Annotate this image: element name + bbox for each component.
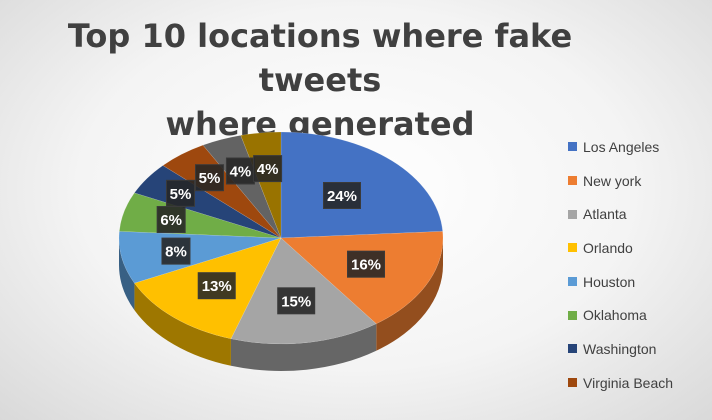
pie-slice-5[interactable]: [118, 231, 282, 284]
legend-item-8[interactable]: Virginia Beach: [568, 366, 708, 400]
legend-swatch: [568, 176, 577, 186]
data-label-text: 13%: [202, 278, 232, 295]
legend-swatch: [568, 344, 577, 354]
data-label-box: [322, 182, 361, 210]
pie-side-2: [376, 238, 443, 351]
data-label-9: 4%: [225, 157, 255, 185]
data-label-5: 8%: [161, 237, 191, 265]
pie-side-4: [134, 283, 231, 366]
data-label-2: 16%: [347, 250, 386, 278]
legend-label: New york: [583, 172, 642, 189]
pie-side-3: [230, 323, 377, 372]
legend-item-6[interactable]: Oklahoma: [568, 298, 708, 332]
legend-label: Orlando: [583, 239, 633, 256]
legend-swatch: [568, 243, 577, 253]
legend-swatch: [568, 142, 577, 152]
pie-slice-1[interactable]: [280, 131, 443, 239]
data-label-text: 16%: [351, 257, 381, 274]
data-label-box: [161, 237, 191, 265]
data-label-text: 5%: [170, 186, 192, 203]
data-label-box: [197, 272, 236, 300]
data-label-box: [156, 206, 186, 234]
data-label-box: [166, 179, 196, 207]
data-label-7: 5%: [166, 179, 196, 207]
data-label-text: 8%: [165, 244, 187, 261]
data-label-text: 15%: [281, 293, 311, 310]
legend-item-7[interactable]: Washington: [568, 332, 708, 366]
chart-legend: Los Angeles New york Atlanta Orlando Houston…: [568, 130, 708, 400]
pie-side-walls: [119, 238, 443, 372]
pie-data-labels: 24% 16% 15% 13% 8% 6% 5% 5% 4% 4%: [156, 155, 386, 315]
legend-item-3[interactable]: Atlanta: [568, 197, 708, 231]
pie-slice-8[interactable]: [162, 144, 282, 239]
data-label-box: [225, 157, 255, 185]
data-label-8: 5%: [195, 164, 225, 192]
data-label-box: [347, 250, 386, 278]
legend-label: Oklahoma: [583, 307, 647, 324]
data-label-box: [195, 164, 225, 192]
data-label-text: 24%: [327, 188, 357, 205]
legend-swatch: [568, 378, 577, 388]
data-label-10: 4%: [253, 155, 283, 183]
data-label-4: 13%: [197, 272, 236, 300]
data-label-6: 6%: [156, 206, 186, 234]
pie-side-5: [119, 238, 135, 311]
data-label-text: 4%: [230, 163, 252, 180]
legend-label: Atlanta: [583, 206, 627, 223]
legend-label: Virginia Beach: [583, 374, 674, 391]
legend-swatch: [568, 209, 577, 219]
legend-item-4[interactable]: Orlando: [568, 231, 708, 265]
legend-label: Los Angeles: [583, 138, 660, 155]
legend-swatch: [568, 277, 577, 287]
chart-title: Top 10 locations where fake tweets where…: [40, 14, 600, 146]
legend-swatch: [568, 310, 577, 320]
data-label-1: 24%: [322, 182, 361, 210]
data-label-text: 5%: [199, 170, 221, 187]
legend-label: Washington: [583, 340, 657, 357]
pie-slice-9[interactable]: [202, 135, 282, 239]
legend-item-1[interactable]: Los Angeles: [568, 130, 708, 164]
legend-item-5[interactable]: Houston: [568, 265, 708, 299]
data-label-text: 6%: [160, 212, 182, 229]
legend-item-2[interactable]: New york: [568, 164, 708, 198]
chart-title-line-1: Top 10 locations where fake tweets: [67, 17, 573, 99]
legend-label: Houston: [583, 273, 636, 290]
data-label-text: 4%: [257, 161, 279, 178]
data-label-box: [277, 287, 316, 315]
data-label-3: 15%: [277, 287, 316, 315]
data-label-box: [253, 155, 283, 183]
